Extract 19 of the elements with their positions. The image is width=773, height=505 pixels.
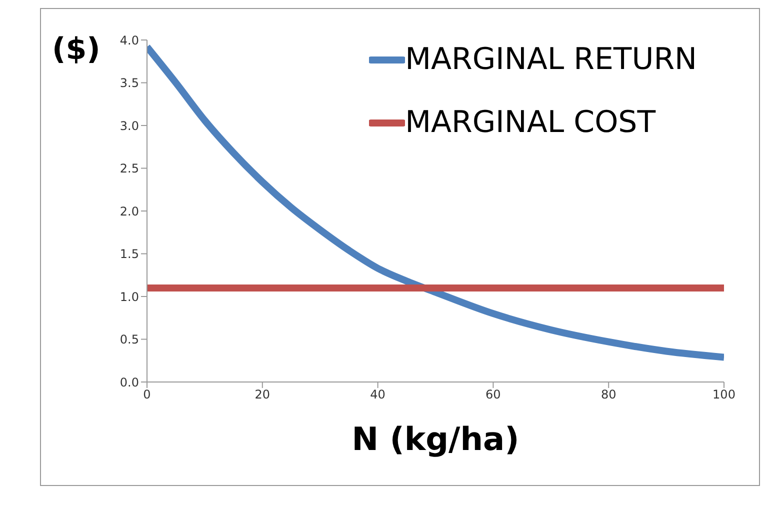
x-tick-label: 60	[486, 388, 501, 402]
y-tick-label: 3.5	[120, 76, 139, 90]
x-tick-label: 80	[600, 388, 616, 402]
y-tick-label: 0.5	[120, 332, 139, 347]
y-tick-label: 0.0	[120, 375, 139, 390]
y-tick-label: 4.0	[120, 33, 139, 48]
y-axis-title: ($)	[52, 32, 100, 67]
y-tick-label: 1.5	[120, 247, 139, 262]
x-tick-label: 40	[370, 388, 386, 402]
x-tick-label: 0	[143, 388, 151, 402]
x-tick-label: 20	[254, 388, 270, 402]
x-axis-title: N (kg/ha)	[350, 420, 520, 458]
y-tick-label: 1.0	[120, 290, 139, 304]
y-tick-label: 2.5	[120, 162, 139, 176]
x-tick-label: 100	[712, 388, 736, 402]
y-tick-label: 2.0	[120, 204, 139, 218]
legend-label: MARGINAL RETURN	[405, 42, 697, 77]
y-tick-label: 3.0	[120, 118, 139, 133]
legend-label: MARGINAL COST	[405, 105, 656, 140]
